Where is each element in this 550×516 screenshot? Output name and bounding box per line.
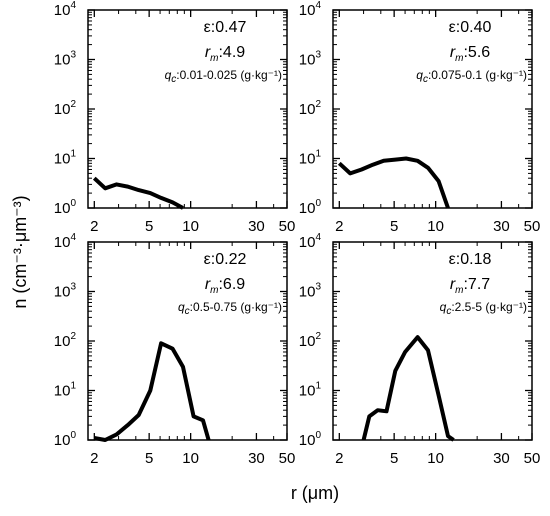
y-tick-label: 104 xyxy=(54,232,77,251)
epsilon-annotation: ε:0.18 xyxy=(449,251,492,268)
series-line xyxy=(93,341,211,442)
x-tick-label: 5 xyxy=(390,218,398,235)
panel-3: 100 101 102 103 104 2 5 10 30 50 ε:0.22 rm:6.9 qc:0.… xyxy=(54,232,296,467)
x-tick-label: 10 xyxy=(427,450,444,467)
x-tick-label: 30 xyxy=(493,450,510,467)
x-tick-label: 5 xyxy=(390,450,398,467)
x-tick-label: 5 xyxy=(145,218,153,235)
y-tick-label: 100 xyxy=(299,198,322,217)
panel-1: 100 101 102 103 104 2 5 10 30 50 ε:0.47 rm:4.9 qc:0.… xyxy=(54,0,296,235)
y-tick-label: 100 xyxy=(299,430,322,449)
y-tick-label: 100 xyxy=(54,430,77,449)
qc-annotation: qc:0.075-0.1 (g·kg⁻¹) xyxy=(416,68,527,85)
panel-frame xyxy=(332,9,533,209)
panel-2: 100 101 102 103 104 2 5 10 30 50 ε:0.40 rm:5.6 qc:0.… xyxy=(299,0,541,235)
y-tick-label: 104 xyxy=(299,0,322,19)
y-axis-label: n (cm⁻³·μm⁻³) xyxy=(10,195,30,308)
rm-annotation: rm:4.9 xyxy=(205,44,245,64)
x-tick-label: 2 xyxy=(90,450,98,467)
x-tick-label: 50 xyxy=(524,450,541,467)
qc-annotation: qc:2.5-5 (g·kg⁻¹) xyxy=(440,300,527,317)
y-tick-label: 103 xyxy=(54,282,77,301)
y-tick-label: 101 xyxy=(54,149,77,168)
epsilon-annotation: ε:0.40 xyxy=(449,19,492,36)
y-tick-label: 101 xyxy=(54,381,77,400)
y-tick-label: 101 xyxy=(299,149,322,168)
y-tick-label: 104 xyxy=(299,232,322,251)
qc-annotation: qc:0.01-0.025 (g·kg⁻¹) xyxy=(165,68,282,85)
x-axis-label: r (μm) xyxy=(291,483,339,503)
x-tick-label: 30 xyxy=(248,218,265,235)
rm-annotation: rm:6.9 xyxy=(205,276,245,296)
series-line xyxy=(92,176,184,210)
x-tick-label: 2 xyxy=(90,218,98,235)
y-tick-label: 101 xyxy=(299,381,322,400)
x-tick-label: 2 xyxy=(335,450,343,467)
y-tick-label: 103 xyxy=(54,50,77,69)
x-tick-label: 50 xyxy=(279,218,296,235)
y-tick-label: 103 xyxy=(299,50,322,69)
y-tick-label: 104 xyxy=(54,0,77,19)
x-tick-label: 5 xyxy=(145,450,153,467)
y-tick-label: 102 xyxy=(299,99,322,118)
epsilon-annotation: ε:0.22 xyxy=(204,251,247,268)
x-tick-label: 50 xyxy=(279,450,296,467)
panel-frame xyxy=(87,9,288,209)
panel-4: 100 101 102 103 104 2 5 10 30 50 ε:0.18 rm:7.7 qc:2.… xyxy=(299,232,541,467)
x-tick-label: 30 xyxy=(493,218,510,235)
y-tick-label: 100 xyxy=(54,198,77,217)
x-tick-label: 10 xyxy=(182,218,199,235)
rm-annotation: rm:7.7 xyxy=(450,276,490,296)
y-tick-label: 102 xyxy=(299,331,322,350)
panel-frame xyxy=(332,241,533,441)
x-tick-label: 50 xyxy=(524,218,541,235)
qc-annotation: qc:0.5-0.75 (g·kg⁻¹) xyxy=(178,300,282,317)
x-tick-label: 10 xyxy=(182,450,199,467)
x-tick-label: 30 xyxy=(248,450,265,467)
series-line xyxy=(361,335,455,442)
rm-annotation: rm:5.6 xyxy=(450,44,490,64)
y-tick-label: 102 xyxy=(54,331,77,350)
epsilon-annotation: ε:0.47 xyxy=(204,19,247,36)
panel-frame xyxy=(87,241,288,441)
series-line xyxy=(337,156,450,209)
y-tick-label: 103 xyxy=(299,282,322,301)
y-tick-label: 102 xyxy=(54,99,77,118)
x-tick-label: 2 xyxy=(335,218,343,235)
x-tick-label: 10 xyxy=(427,218,444,235)
